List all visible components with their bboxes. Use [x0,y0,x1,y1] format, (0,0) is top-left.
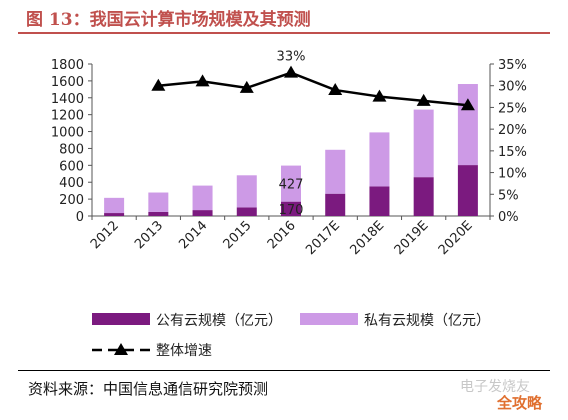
y-left-tick-label: 800 [59,142,84,157]
data-label: 427 [279,178,304,193]
y-left-tick-label: 200 [59,193,84,208]
data-label: 170 [279,203,304,218]
watermark-site: 全攻略 [497,394,543,412]
chart-legend: 公有云规模（亿元） 私有云规模（亿元） 整体增速 [92,313,490,359]
y-left-tick-label: 1400 [51,92,84,107]
x-tick-label: 2018E [347,218,387,258]
y-left-tick-label: 0 [76,210,84,225]
y-right-tick-label: 25% [498,101,527,116]
legend-label-public: 公有云规模（亿元） [156,313,282,329]
bar-public [148,211,169,216]
legend-label-line: 整体增速 [156,343,212,359]
bar-public [236,207,257,216]
bar-public [281,201,301,216]
y-left-tick-label: 1200 [51,109,84,124]
legend-swatch-marker [114,343,128,355]
growth-line-marker [328,83,343,96]
growth-line-marker [372,89,387,102]
bar-private [457,84,478,166]
bar-private [192,185,213,211]
growth-line-marker [239,80,254,93]
y-right-tick-label: 20% [498,123,527,138]
bar-public [325,193,346,216]
bar-private [369,132,390,187]
x-tick-label: 2015 [221,218,255,252]
title-divider [18,32,550,34]
y-right-tick-label: 15% [498,145,527,160]
x-tick-label: 2014 [176,218,210,252]
x-tick-label: 2013 [132,218,166,252]
y-right-tick-label: 5% [498,188,519,203]
legend-swatch-private [300,313,358,325]
bar-private [104,197,125,214]
source-note: 资料来源：中国信息通信研究院预测 [28,380,269,398]
y-left-tick-label: 400 [59,176,84,191]
growth-line-marker [151,78,166,91]
growth-line-marker [460,98,475,111]
data-labels: 427 170 33% [277,50,306,218]
y-left-tick-label: 1600 [51,75,84,90]
data-label: 33% [277,50,306,65]
growth-line [151,65,475,111]
bar-public [104,213,125,216]
bar-private [413,109,434,178]
bar-public [457,165,478,216]
growth-line-path [158,71,469,107]
x-tick-label: 2019E [392,218,432,258]
chart-bars [104,84,478,216]
legend-label-private: 私有云规模（亿元） [364,313,490,329]
chart-title: 图 13：我国云计算市场规模及其预测 [26,10,311,30]
y-right-tick-label: 10% [498,167,527,182]
x-tick-label: 2012 [88,218,122,252]
growth-line-marker [284,65,298,78]
bar-private [281,165,301,202]
x-tick-label: 2016 [265,218,299,252]
y-right-tick-label: 0% [498,210,519,225]
y-left-tick-label: 1000 [51,126,84,141]
y-left-tick-label: 600 [59,159,84,174]
watermark-text: 电子发烧友 [460,379,530,395]
legend-swatch-public [92,313,150,325]
y-right-tick-label: 30% [498,80,527,95]
x-tick-label: 2017E [303,218,343,258]
footer-divider [18,370,550,371]
y-right-tick-label: 35% [498,58,527,73]
x-tick-label: 2020E [436,218,476,258]
bar-public [413,177,434,216]
bar-private [325,149,346,194]
y-left-tick-label: 1800 [51,58,84,73]
growth-line-marker [416,93,431,106]
growth-line-marker [195,74,210,87]
bar-private [236,175,257,208]
bar-public [192,210,213,216]
bar-private [148,192,169,212]
bar-public [369,186,390,216]
